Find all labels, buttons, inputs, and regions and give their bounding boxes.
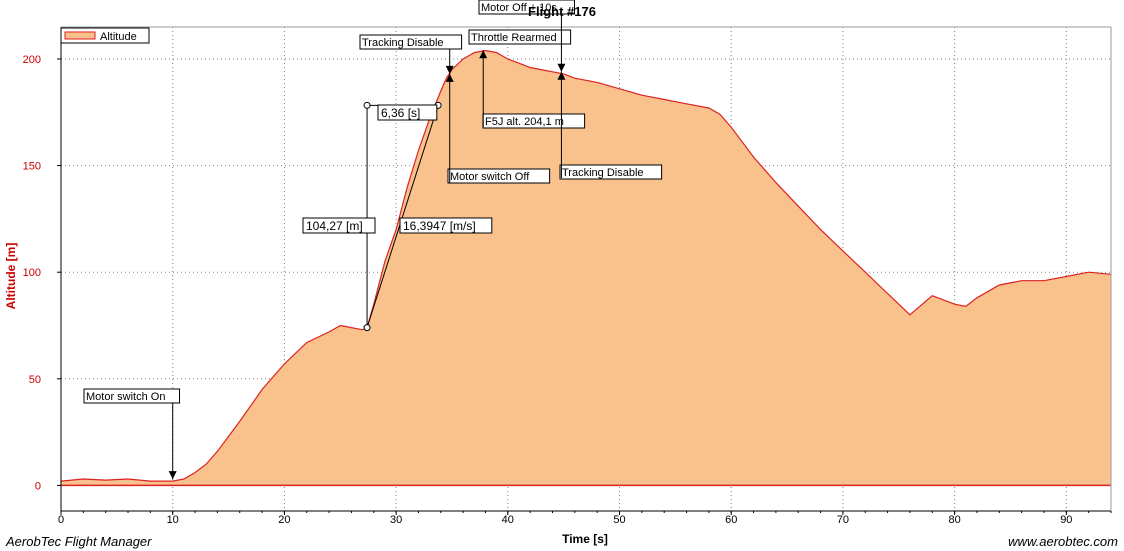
annotation-box	[478, 0, 575, 15]
annotation-arrowhead	[445, 65, 454, 74]
measure-label-box	[377, 104, 438, 121]
footer-app-name: AerobTec Flight Manager	[5, 534, 152, 549]
annotation-arrowhead	[168, 471, 177, 480]
annotation-label: Throttle Rearmed	[468, 29, 572, 45]
x-tick-label: 20	[278, 514, 290, 526]
x-tick-label: 0	[58, 514, 64, 526]
annotation-label: Tracking Disable	[359, 34, 463, 50]
legend-swatch-altitude	[64, 31, 96, 40]
annotation-text: F5J alt. 204,1 m	[485, 116, 564, 128]
measure-label-text: 6,36 [s]	[381, 106, 420, 120]
measure-label: 104,27 [m]	[302, 217, 376, 234]
x-tick-label: 90	[1060, 514, 1072, 526]
legend-label-altitude: Altitude	[100, 31, 137, 43]
chart-title: Flight #176	[528, 4, 596, 19]
measure-label-text: 16,3947 [m/s]	[403, 219, 476, 233]
measure-slope	[366, 105, 439, 328]
measure-label-text: 104,27 [m]	[306, 219, 363, 233]
annotation-text: Tracking Disable	[562, 167, 644, 179]
y-tick-label: 150	[23, 161, 41, 173]
annotation-label: F5J alt. 204,1 m	[482, 113, 586, 129]
annotation-box	[468, 29, 572, 45]
annotation-text: Motor switch On	[86, 391, 165, 403]
x-tick-label: 10	[167, 514, 179, 526]
x-tick-label: 50	[613, 514, 625, 526]
annotation-label: Motor switch On	[83, 388, 180, 404]
annotation-arrowhead	[557, 71, 566, 80]
x-tick-label: 60	[725, 514, 737, 526]
annotation-arrowhead	[479, 50, 488, 59]
x-ticks: 0 10 20 30 40 50 60 70 80 90	[58, 511, 1112, 526]
annotation-box	[559, 164, 663, 180]
x-tick-label: 70	[837, 514, 849, 526]
x-axis-title: Time [s]	[562, 532, 608, 546]
annotation-text: Motor Off + 10s	[481, 2, 557, 14]
y-tick-label: 200	[23, 54, 41, 66]
annotation-text: Throttle Rearmed	[471, 32, 557, 44]
measure-label: 6,36 [s]	[377, 104, 438, 121]
altitude-line	[60, 49, 1112, 482]
legend: Altitude	[60, 27, 150, 44]
measure-label-box	[399, 217, 493, 234]
x-tick-label: 30	[390, 514, 402, 526]
altitude-area	[61, 50, 1111, 486]
annotation-label: Motor Off + 10s	[478, 0, 575, 15]
footer-website: www.aerobtec.com	[1008, 534, 1118, 549]
axes	[60, 26, 1112, 512]
annotation-text: Tracking Disable	[362, 37, 444, 49]
annotation-label: Tracking Disable	[559, 164, 663, 180]
measure-label: 16,3947 [m/s]	[399, 217, 493, 234]
annotation-arrowhead	[445, 73, 454, 82]
annotation-box	[359, 34, 463, 50]
y-axis-title: Altitude [m]	[4, 243, 18, 310]
y-ticks: 0 50 100 150 200	[23, 54, 61, 492]
annotations: Motor switch On Tracking Disable Throttle …	[83, 0, 663, 480]
measure-label-box	[302, 217, 376, 234]
annotation-box	[83, 388, 180, 404]
measure-point	[363, 101, 371, 109]
annotation-arrowhead	[557, 63, 566, 72]
y-tick-label: 50	[29, 374, 41, 386]
measurement: 6,36 [s] 104,27 [m] 16,3947 [m/s]	[302, 101, 493, 332]
annotation-text: Motor switch Off	[450, 171, 530, 183]
area-series	[60, 49, 1112, 486]
y-tick-label: 0	[35, 480, 41, 492]
x-tick-label: 40	[502, 514, 514, 526]
annotation-label: Motor switch Off	[447, 168, 551, 184]
y-tick-label: 100	[23, 267, 41, 279]
annotation-box	[447, 168, 551, 184]
measure-point	[363, 324, 371, 332]
x-tick-label: 80	[948, 514, 960, 526]
